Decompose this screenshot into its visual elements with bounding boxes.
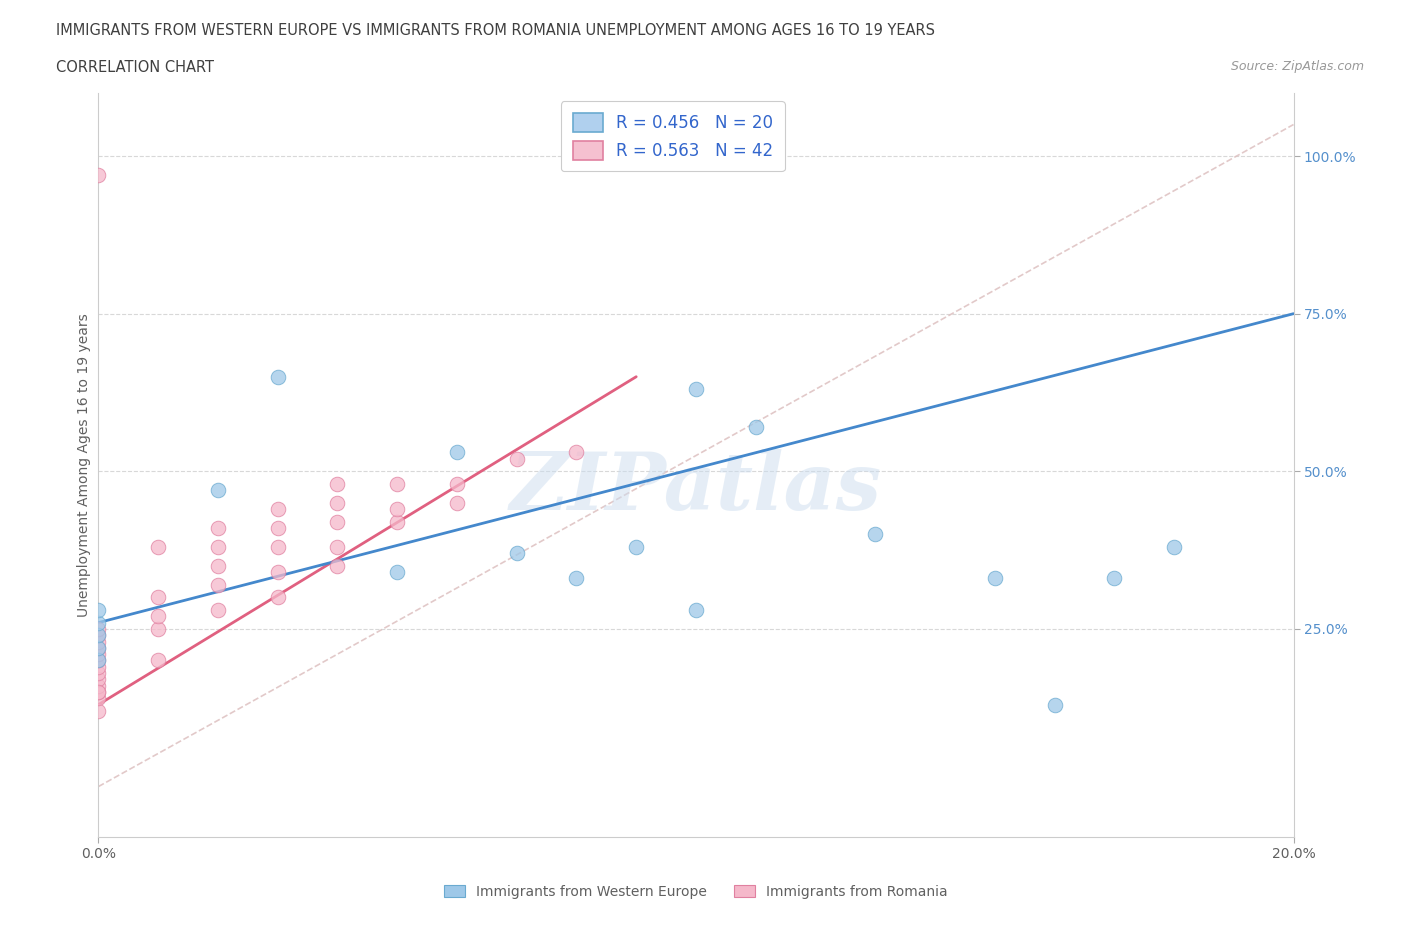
Point xyxy=(87,628,110,643)
Point xyxy=(446,445,468,459)
Point xyxy=(685,603,707,618)
Point xyxy=(745,419,768,434)
Text: ZIPatlas: ZIPatlas xyxy=(510,448,882,526)
Point xyxy=(87,678,110,693)
Point xyxy=(87,628,110,643)
Point xyxy=(326,514,349,529)
Point xyxy=(267,369,290,384)
Point xyxy=(148,539,170,554)
Point xyxy=(1043,698,1066,712)
Point xyxy=(87,653,110,668)
Point xyxy=(87,666,110,681)
Point xyxy=(207,603,229,618)
Text: CORRELATION CHART: CORRELATION CHART xyxy=(56,60,214,75)
Point xyxy=(506,451,529,466)
Point xyxy=(267,521,290,536)
Point xyxy=(983,571,1005,586)
Point xyxy=(207,539,229,554)
Point xyxy=(326,476,349,491)
Point xyxy=(1163,539,1185,554)
Point xyxy=(565,445,588,459)
Point xyxy=(207,483,229,498)
Point xyxy=(87,603,110,618)
Point xyxy=(267,565,290,579)
Point xyxy=(87,641,110,656)
Point xyxy=(87,684,110,699)
Point xyxy=(565,571,588,586)
Text: IMMIGRANTS FROM WESTERN EUROPE VS IMMIGRANTS FROM ROMANIA UNEMPLOYMENT AMONG AGE: IMMIGRANTS FROM WESTERN EUROPE VS IMMIGR… xyxy=(56,23,935,38)
Point xyxy=(385,476,409,491)
Point xyxy=(267,590,290,604)
Point xyxy=(624,539,647,554)
Point xyxy=(87,703,110,718)
Point xyxy=(207,578,229,592)
Point xyxy=(148,621,170,636)
Point xyxy=(267,539,290,554)
Point xyxy=(87,672,110,687)
Point xyxy=(148,609,170,624)
Point xyxy=(87,684,110,699)
Point xyxy=(385,514,409,529)
Point xyxy=(1104,571,1126,586)
Legend: Immigrants from Western Europe, Immigrants from Romania: Immigrants from Western Europe, Immigran… xyxy=(439,880,953,905)
Point xyxy=(685,382,707,397)
Point xyxy=(385,501,409,516)
Point xyxy=(207,521,229,536)
Text: Source: ZipAtlas.com: Source: ZipAtlas.com xyxy=(1230,60,1364,73)
Point xyxy=(87,621,110,636)
Point xyxy=(506,546,529,561)
Point xyxy=(267,501,290,516)
Point xyxy=(207,558,229,573)
Point xyxy=(87,634,110,649)
Point xyxy=(87,167,110,182)
Point xyxy=(148,590,170,604)
Y-axis label: Unemployment Among Ages 16 to 19 years: Unemployment Among Ages 16 to 19 years xyxy=(77,313,91,617)
Point xyxy=(446,496,468,511)
Point xyxy=(148,653,170,668)
Point xyxy=(326,496,349,511)
Point xyxy=(87,646,110,661)
Point xyxy=(87,615,110,630)
Point xyxy=(87,641,110,656)
Point xyxy=(87,691,110,706)
Point xyxy=(87,653,110,668)
Point xyxy=(326,539,349,554)
Point xyxy=(385,565,409,579)
Point xyxy=(865,527,887,542)
Point xyxy=(87,659,110,674)
Point xyxy=(446,476,468,491)
Point xyxy=(326,558,349,573)
